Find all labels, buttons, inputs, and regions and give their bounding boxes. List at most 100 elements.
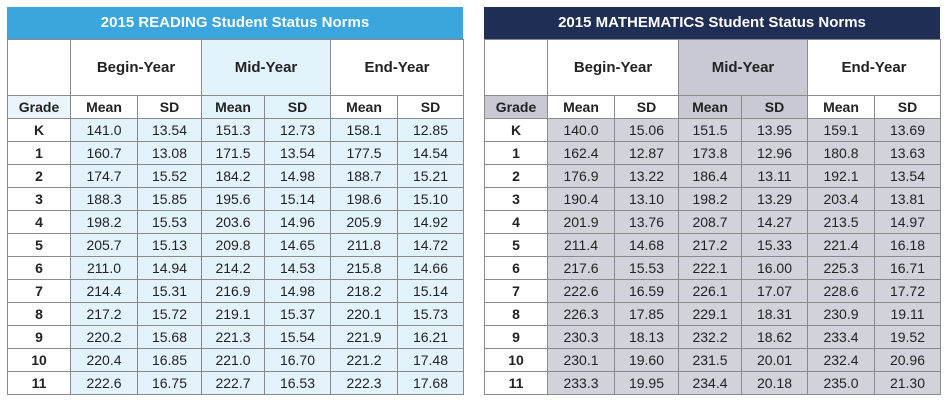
mean-cell: 222.1 — [678, 256, 742, 280]
sd-cell: 13.76 — [614, 210, 679, 234]
sd-cell: 21.30 — [874, 371, 941, 395]
table-row: 1 162.4 12.87 173.8 12.96 180.8 13.63 — [484, 141, 941, 165]
column-header: SD — [397, 95, 464, 119]
grade-cell: 6 — [7, 256, 71, 280]
sd-cell: 14.92 — [397, 210, 464, 234]
grade-cell: 8 — [484, 302, 548, 326]
sd-cell: 15.10 — [397, 187, 464, 211]
grade-cell: 7 — [484, 279, 548, 303]
mean-cell: 221.0 — [201, 348, 265, 372]
mean-cell: 215.8 — [330, 256, 398, 280]
sd-cell: 15.73 — [397, 302, 464, 326]
end-year-header: End-Year — [807, 39, 941, 96]
table-row: 5 205.7 15.13 209.8 14.65 211.8 14.72 — [7, 233, 464, 257]
sd-cell: 20.01 — [741, 348, 808, 372]
table-row: K 140.0 15.06 151.5 13.95 159.1 13.69 — [484, 118, 941, 142]
reading-table-body: K 141.0 13.54 151.3 12.73 158.1 12.85 1 160.7 13.… — [7, 118, 464, 395]
mean-cell: 229.1 — [678, 302, 742, 326]
sd-cell: 17.07 — [741, 279, 808, 303]
mean-cell: 235.0 — [807, 371, 875, 395]
sd-cell: 14.66 — [397, 256, 464, 280]
column-header: SD — [741, 95, 808, 119]
grade-cell: 2 — [7, 164, 71, 188]
column-header: Mean — [807, 95, 875, 119]
sd-cell: 16.85 — [137, 348, 202, 372]
sd-cell: 14.96 — [264, 210, 331, 234]
mean-cell: 225.3 — [807, 256, 875, 280]
table-row: 4 198.2 15.53 203.6 14.96 205.9 14.92 — [7, 210, 464, 234]
sd-cell: 15.85 — [137, 187, 202, 211]
column-header: Mean — [201, 95, 265, 119]
sd-cell: 18.13 — [614, 325, 679, 349]
sd-cell: 16.00 — [741, 256, 808, 280]
grade-cell: 9 — [7, 325, 71, 349]
sd-cell: 16.18 — [874, 233, 941, 257]
grade-cell: 1 — [7, 141, 71, 165]
mean-cell: 203.6 — [201, 210, 265, 234]
mean-cell: 188.3 — [70, 187, 138, 211]
mean-cell: 211.8 — [330, 233, 398, 257]
mean-cell: 219.1 — [201, 302, 265, 326]
mean-cell: 214.2 — [201, 256, 265, 280]
sd-cell: 15.37 — [264, 302, 331, 326]
sd-cell: 15.13 — [137, 233, 202, 257]
mean-cell: 171.5 — [201, 141, 265, 165]
grade-cell: 8 — [7, 302, 71, 326]
sd-cell: 20.18 — [741, 371, 808, 395]
mean-cell: 192.1 — [807, 164, 875, 188]
mid-year-header: Mid-Year — [201, 39, 331, 96]
grade-cell: K — [7, 118, 71, 142]
sd-cell: 14.72 — [397, 233, 464, 257]
mean-cell: 221.2 — [330, 348, 398, 372]
column-header: SD — [614, 95, 679, 119]
sd-cell: 13.54 — [137, 118, 202, 142]
end-year-header: End-Year — [330, 39, 464, 96]
mean-cell: 151.3 — [201, 118, 265, 142]
sd-cell: 18.31 — [741, 302, 808, 326]
sd-cell: 15.31 — [137, 279, 202, 303]
table-row: 7 222.6 16.59 226.1 17.07 228.6 17.72 — [484, 279, 941, 303]
table-row: 2 176.9 13.22 186.4 13.11 192.1 13.54 — [484, 164, 941, 188]
sd-cell: 14.68 — [614, 233, 679, 257]
mean-cell: 184.2 — [201, 164, 265, 188]
sd-cell: 13.29 — [741, 187, 808, 211]
column-header-row: Grade Mean SD Mean SD Mean SD — [484, 95, 941, 119]
mean-cell: 226.3 — [547, 302, 615, 326]
sd-cell: 17.85 — [614, 302, 679, 326]
grade-column-header: Grade — [7, 95, 71, 119]
period-header-row: Begin-Year Mid-Year End-Year — [484, 39, 941, 96]
sd-cell: 14.53 — [264, 256, 331, 280]
table-row: 9 230.3 18.13 232.2 18.62 233.4 19.52 — [484, 325, 941, 349]
mean-cell: 233.4 — [807, 325, 875, 349]
grade-header-blank — [484, 39, 548, 96]
grade-cell: 4 — [484, 210, 548, 234]
grade-cell: 5 — [484, 233, 548, 257]
sd-cell: 12.87 — [614, 141, 679, 165]
grade-cell: 7 — [7, 279, 71, 303]
mean-cell: 177.5 — [330, 141, 398, 165]
mean-cell: 222.7 — [201, 371, 265, 395]
grade-cell: 9 — [484, 325, 548, 349]
sd-cell: 13.54 — [874, 164, 941, 188]
sd-cell: 12.85 — [397, 118, 464, 142]
sd-cell: 13.63 — [874, 141, 941, 165]
mean-cell: 195.6 — [201, 187, 265, 211]
mean-cell: 186.4 — [678, 164, 742, 188]
table-row: 8 226.3 17.85 229.1 18.31 230.9 19.11 — [484, 302, 941, 326]
period-header-row: Begin-Year Mid-Year End-Year — [7, 39, 464, 96]
table-row: 8 217.2 15.72 219.1 15.37 220.1 15.73 — [7, 302, 464, 326]
column-header: Mean — [70, 95, 138, 119]
mean-cell: 216.9 — [201, 279, 265, 303]
table-row: 3 188.3 15.85 195.6 15.14 198.6 15.10 — [7, 187, 464, 211]
mean-cell: 222.6 — [70, 371, 138, 395]
sd-cell: 16.59 — [614, 279, 679, 303]
grade-header-blank — [7, 39, 71, 96]
mean-cell: 217.2 — [678, 233, 742, 257]
grade-cell: 2 — [484, 164, 548, 188]
mean-cell: 221.3 — [201, 325, 265, 349]
sd-cell: 19.60 — [614, 348, 679, 372]
sd-cell: 15.54 — [264, 325, 331, 349]
sd-cell: 14.98 — [264, 279, 331, 303]
mean-cell: 217.6 — [547, 256, 615, 280]
table-row: K 141.0 13.54 151.3 12.73 158.1 12.85 — [7, 118, 464, 142]
